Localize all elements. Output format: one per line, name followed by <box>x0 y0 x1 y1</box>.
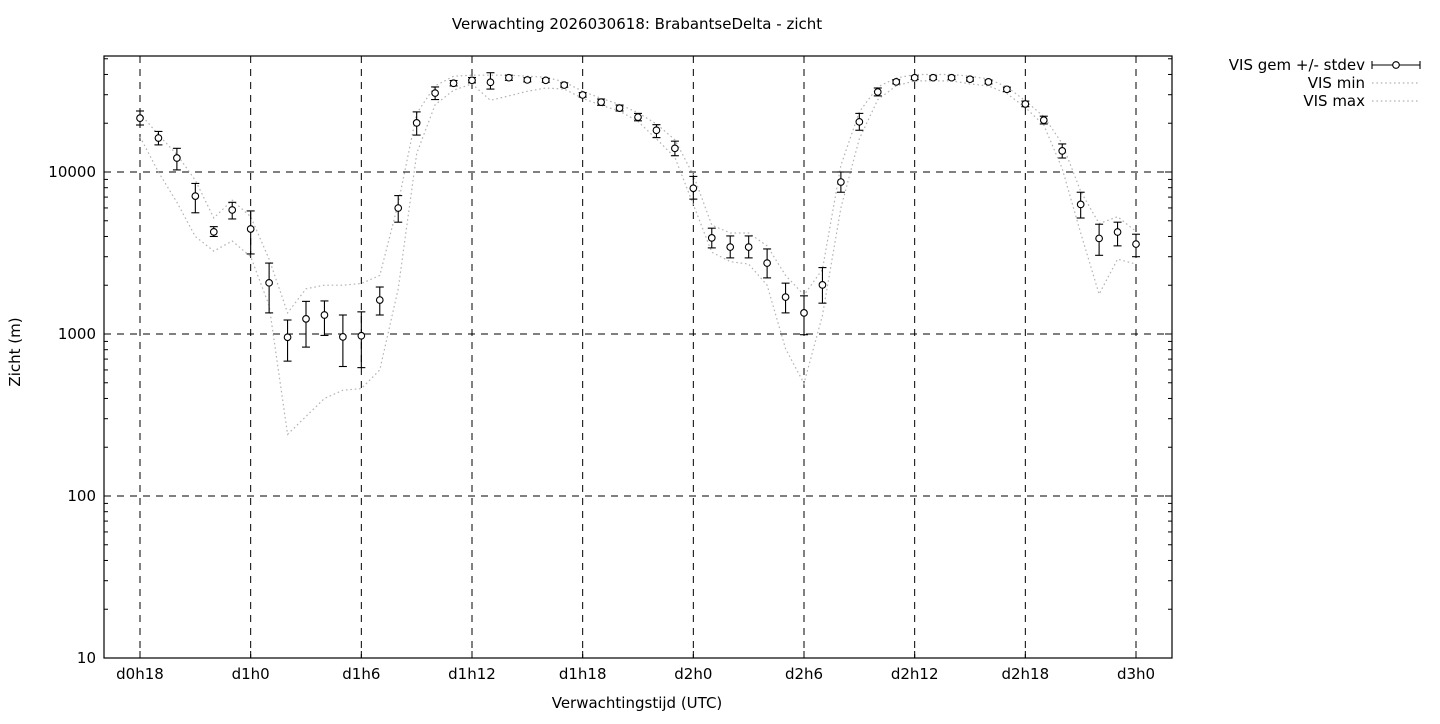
data-point <box>910 73 919 82</box>
data-point <box>541 76 550 85</box>
data-point <box>1003 85 1011 94</box>
y-tick-label: 1000 <box>58 325 96 343</box>
data-point <box>486 78 495 87</box>
data-point <box>339 333 347 341</box>
x-tick-label: d2h0 <box>674 665 712 683</box>
data-point <box>154 134 163 142</box>
data-point <box>615 104 624 112</box>
data-point <box>707 234 716 242</box>
data-point <box>357 331 366 340</box>
data-point <box>1076 200 1085 209</box>
vis-min-line <box>139 80 1137 436</box>
legend: VIS gem +/- stdev VIS min VIS max <box>1229 56 1421 110</box>
data-point <box>302 315 310 323</box>
data-point <box>873 88 882 96</box>
data-point <box>818 281 827 289</box>
data-point <box>726 243 735 251</box>
data-point <box>523 76 532 84</box>
x-tick-label: d1h12 <box>448 665 496 683</box>
data-point <box>246 225 255 233</box>
data-point <box>209 228 218 236</box>
data-point <box>283 333 292 342</box>
x-tick-label: d0h18 <box>116 665 164 683</box>
data-point <box>1039 116 1048 124</box>
y-axis-label: Zicht (m) <box>6 317 24 386</box>
x-tick-label: d1h18 <box>559 665 607 683</box>
data-point <box>412 119 421 127</box>
data-point <box>191 192 200 200</box>
data-point <box>431 89 439 97</box>
x-axis-label: Verwachtingstijd (UTC) <box>552 694 723 712</box>
data-point <box>947 73 956 82</box>
x-tick-label: d3h0 <box>1117 665 1155 683</box>
data-point <box>689 184 698 193</box>
data-point <box>763 259 771 267</box>
y-tick-label: 10000 <box>48 163 96 181</box>
data-point <box>652 126 661 135</box>
data-point <box>1113 228 1122 236</box>
data-point <box>1021 100 1030 108</box>
data-point <box>136 114 144 122</box>
legend-label-vis-gem-stdev: VIS gem +/- stdev <box>1229 56 1365 74</box>
data-point <box>837 178 845 186</box>
data-point <box>394 204 403 212</box>
legend-label-vis-max: VIS max <box>1303 92 1365 110</box>
x-tick-label: d1h6 <box>342 665 380 683</box>
data-point <box>449 79 458 88</box>
plot-border <box>103 55 1173 659</box>
data-point <box>1132 240 1140 248</box>
data-point <box>578 91 587 99</box>
legend-errorbar-sample <box>1371 61 1421 69</box>
plot-area: 10 100 1000 10000 d0h18 d1h0 d1h6 d1h12 d1h18 d2h… <box>48 55 1173 683</box>
data-point <box>1058 147 1067 155</box>
data-point <box>173 154 181 162</box>
data-point <box>671 144 679 153</box>
data-point <box>966 75 974 84</box>
data-point <box>744 243 753 251</box>
y-tick-label: 10 <box>77 649 96 667</box>
vis-max-line <box>139 73 1137 315</box>
x-tick-label: d2h6 <box>785 665 823 683</box>
y-tick-label: 100 <box>67 487 96 505</box>
legend-label-vis-min: VIS min <box>1308 74 1365 92</box>
data-point <box>228 206 237 214</box>
data-point <box>929 73 937 82</box>
data-point <box>800 309 808 317</box>
x-tick-label: d2h18 <box>1001 665 1049 683</box>
data-point <box>560 81 569 89</box>
data-point <box>634 113 642 122</box>
x-tick-label: d2h12 <box>891 665 939 683</box>
data-point <box>265 278 273 287</box>
data-point <box>855 117 864 126</box>
data-point <box>505 73 513 82</box>
x-tick-label: d1h0 <box>232 665 270 683</box>
data-point <box>984 78 993 86</box>
data-point <box>468 76 476 85</box>
data-point <box>1095 234 1103 243</box>
chart-title: Verwachting 2026030618: BrabantseDelta -… <box>452 15 822 33</box>
data-point <box>781 293 790 301</box>
data-point <box>892 78 901 86</box>
data-point <box>320 311 329 319</box>
data-point <box>597 98 605 106</box>
data-point <box>375 296 384 304</box>
